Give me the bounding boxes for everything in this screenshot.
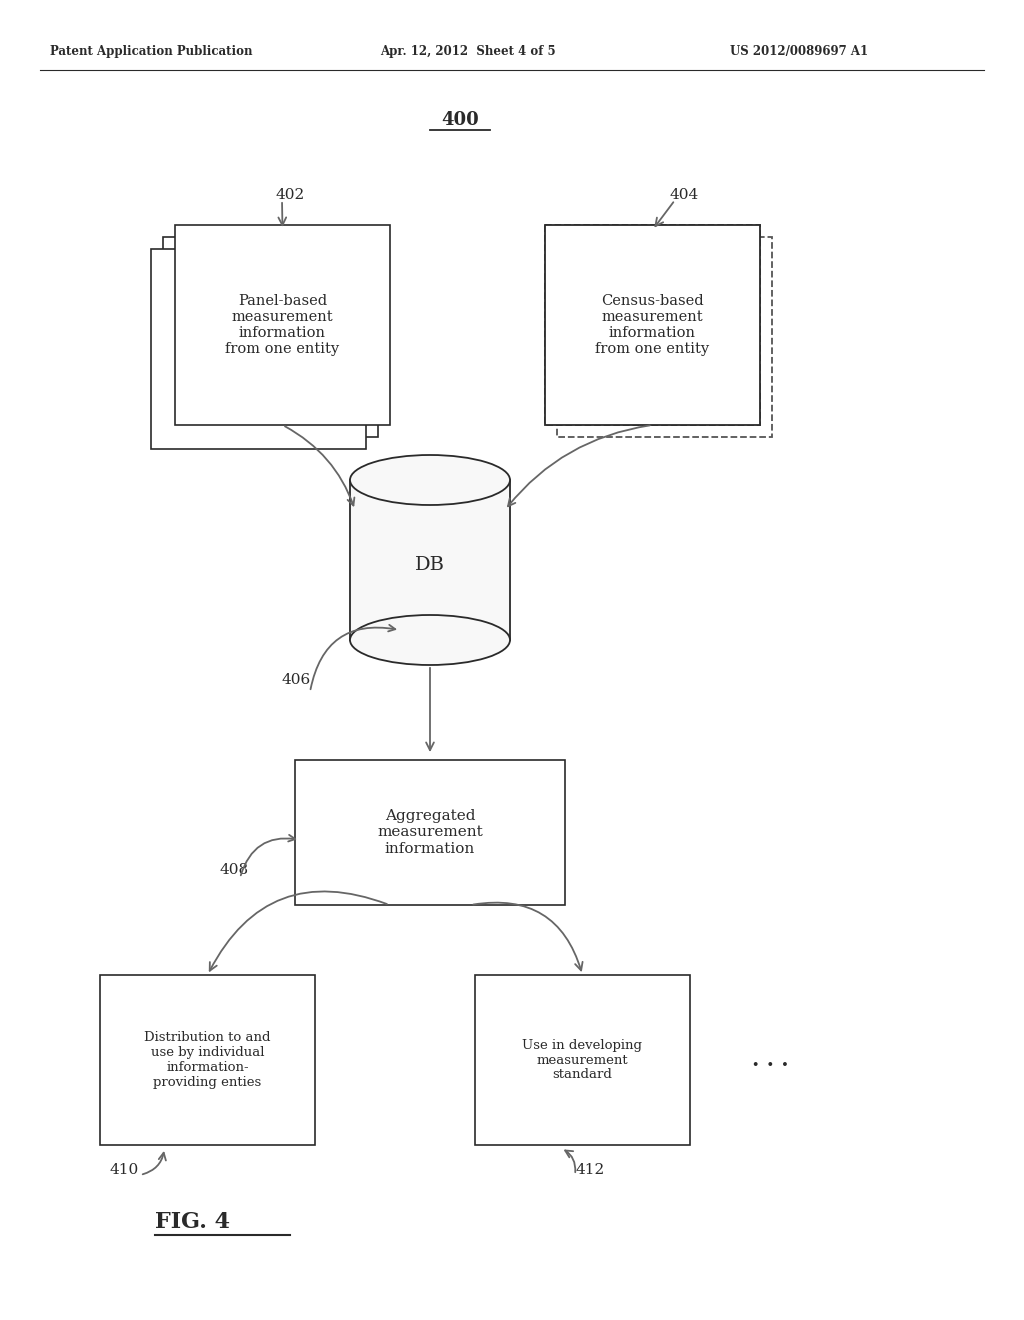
Bar	[545, 224, 760, 425]
Bar	[100, 975, 315, 1144]
Text: Census-based
measurement
information
from one entity: Census-based measurement information fro…	[595, 294, 710, 356]
Text: 406: 406	[282, 673, 311, 686]
Text: US 2012/0089697 A1: US 2012/0089697 A1	[730, 45, 868, 58]
Text: Aggregated
measurement
information: Aggregated measurement information	[377, 809, 483, 855]
Text: Apr. 12, 2012  Sheet 4 of 5: Apr. 12, 2012 Sheet 4 of 5	[380, 45, 556, 58]
Text: . . .: . . .	[752, 1049, 788, 1071]
Bar	[295, 760, 565, 906]
Text: 408: 408	[220, 863, 249, 876]
Text: Patent Application Publication: Patent Application Publication	[50, 45, 253, 58]
Bar	[163, 238, 378, 437]
Text: 400: 400	[441, 111, 479, 129]
Bar	[475, 975, 690, 1144]
Bar	[545, 224, 760, 425]
Ellipse shape	[350, 455, 510, 506]
Text: DB: DB	[415, 556, 445, 574]
Bar	[350, 480, 510, 640]
Ellipse shape	[350, 615, 510, 665]
Text: 402: 402	[275, 187, 304, 202]
Bar	[151, 249, 366, 449]
Text: FIG. 4: FIG. 4	[155, 1210, 230, 1233]
Text: Use in developing
measurement
standard: Use in developing measurement standard	[522, 1039, 642, 1081]
Bar	[175, 224, 390, 425]
Text: 410: 410	[110, 1163, 139, 1177]
Text: Panel-based
measurement
information
from one entity: Panel-based measurement information from…	[225, 294, 340, 356]
Text: Distribution to and
use by individual
information-
providing enties: Distribution to and use by individual in…	[144, 1031, 270, 1089]
Text: 404: 404	[670, 187, 699, 202]
Text: 412: 412	[575, 1163, 604, 1177]
Bar	[557, 238, 772, 437]
